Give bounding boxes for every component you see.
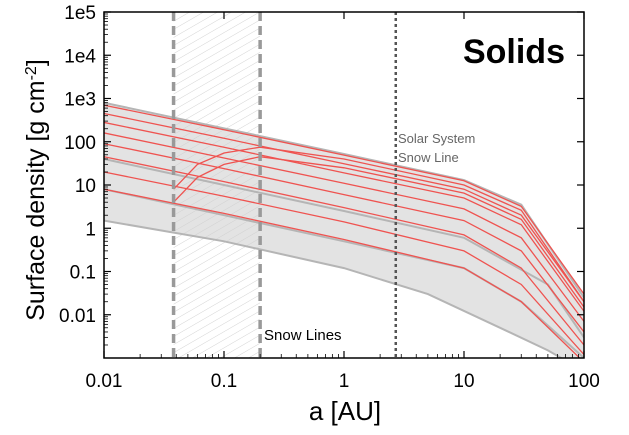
x-tick-label-4: 100	[568, 371, 600, 392]
x-tick-label-2: 1	[339, 371, 350, 392]
x-axis: 0.01 0.1 1 10 100	[86, 12, 600, 392]
series-line-red-9	[104, 156, 584, 346]
series-line-red-7	[104, 132, 584, 322]
series-line-red-5	[104, 112, 584, 303]
y-tick-label-3: 10	[75, 176, 96, 197]
series-line-red-10	[104, 171, 584, 356]
series-line-gray-3	[104, 219, 564, 358]
series-layer	[104, 101, 584, 358]
x-tick-label-0: 0.01	[86, 371, 123, 392]
y-axis-label-main: Surface density [g cm	[22, 80, 50, 320]
x-tick-label-1: 0.1	[211, 371, 237, 392]
y-axis-label-sup: -2	[23, 66, 40, 80]
y-tick-label-6: 1e4	[64, 46, 96, 67]
y-tick-label-7: 1e5	[64, 3, 96, 24]
y-tick-label-5: 1e3	[64, 90, 96, 111]
snow-lines-annotation: Snow Lines	[264, 327, 342, 344]
solar-system-annotation-line1: Solar System	[398, 131, 475, 146]
chart-title: Solids	[463, 33, 565, 71]
series-line-red-8	[104, 143, 584, 333]
y-tick-label-1: 0.1	[70, 263, 96, 284]
y-tick-label-2: 1	[85, 219, 96, 240]
plot-content	[104, 12, 584, 358]
plot-area	[103, 11, 585, 359]
solar-system-annotation-line2: Snow Line	[398, 150, 459, 165]
x-axis-label: a [AU]	[309, 396, 381, 426]
series-line-red-11	[104, 188, 581, 358]
series-line-red-4	[104, 104, 584, 295]
x-tick-label-3: 10	[453, 371, 474, 392]
series-line-red-6	[104, 121, 584, 312]
series-line-red-12	[173, 146, 584, 303]
y-axis: 0.01 0.1 1 10 100 1e3 1e4 1e5	[59, 3, 584, 346]
series-line-red-13	[173, 156, 584, 308]
y-axis-label: Surface density [g cm-2]	[22, 59, 50, 321]
y-axis-label-close: ]	[22, 59, 50, 66]
y-tick-label-0: 0.01	[59, 306, 96, 327]
snow-line-band	[173, 12, 261, 358]
y-tick-label-4: 100	[64, 133, 96, 154]
